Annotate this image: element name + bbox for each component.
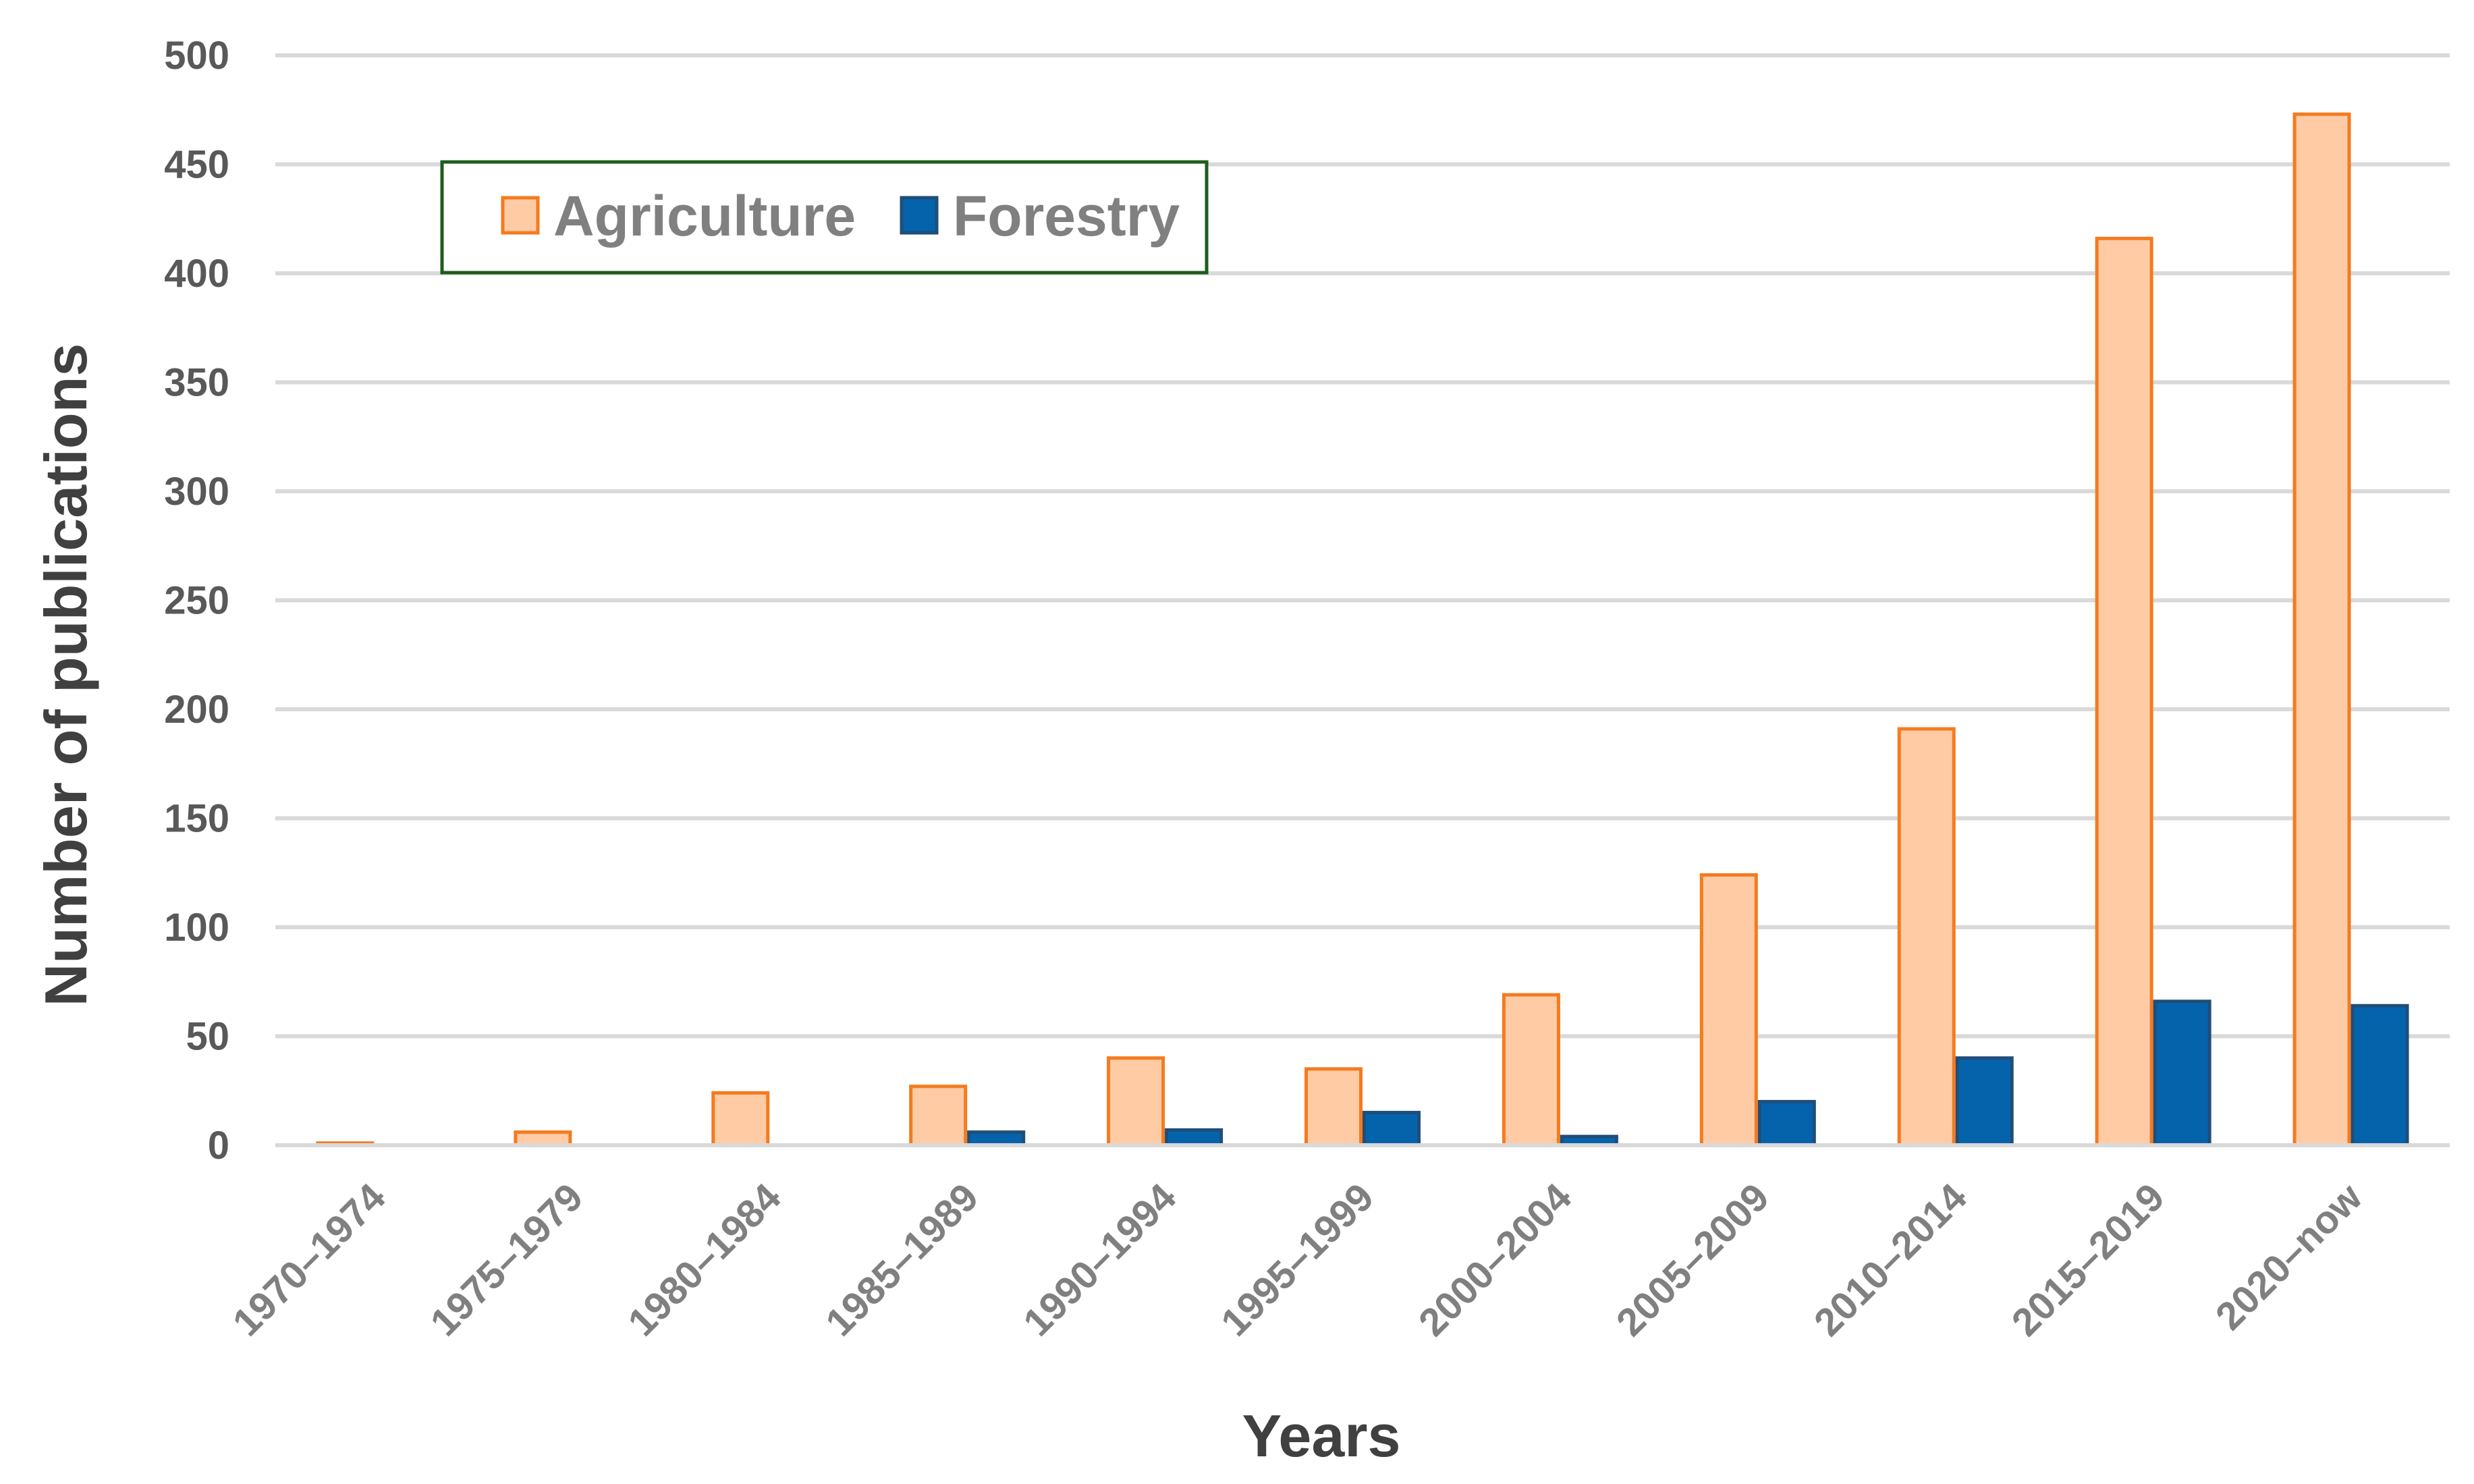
x-tick-label: 1975–1979 (422, 1175, 591, 1344)
y-tick-label: 150 (164, 797, 229, 841)
x-tick-label: 2020–now (2207, 1175, 2371, 1339)
y-tick-label: 350 (164, 361, 229, 405)
legend-label-forestry: Forestry (953, 184, 1180, 248)
y-tick-label: 450 (164, 143, 229, 187)
y-tick-label: 400 (164, 252, 229, 296)
legend-frame (440, 160, 1209, 275)
legend-swatch-forestry (900, 196, 939, 235)
x-tick-label: 2015–2019 (2004, 1175, 2173, 1344)
y-tick-label: 200 (164, 688, 229, 732)
x-axis-title: Years (1242, 1402, 1401, 1469)
y-tick-label: 100 (164, 906, 229, 950)
bar-agriculture-10 (2292, 112, 2351, 1147)
bar-agriculture-9 (2095, 236, 2153, 1147)
bar-forestry-5 (1363, 1111, 1421, 1147)
legend-label-agriculture: Agriculture (553, 184, 856, 248)
x-axis-ticks: 1970–1974 1975–1979 1980–1984 1985–1989 1990… (224, 1175, 2371, 1345)
y-tick-label: 0 (208, 1124, 229, 1167)
x-tick-label: 1995–1999 (1213, 1175, 1382, 1344)
legend-swatch-agriculture (501, 196, 540, 235)
x-tick-label: 1990–1994 (1015, 1175, 1184, 1344)
bar-agriculture-8 (1897, 727, 1956, 1147)
bar-forestry-4 (1165, 1128, 1224, 1147)
bar-agriculture-4 (1107, 1056, 1165, 1147)
x-tick-label: 1980–1984 (620, 1175, 789, 1344)
y-axis-title: Number of publications (32, 343, 99, 1007)
legend: Agriculture Forestry (440, 160, 1209, 275)
x-tick-label: 2000–2004 (1410, 1175, 1580, 1344)
bars (316, 112, 2409, 1147)
y-tick-label: 250 (164, 579, 229, 623)
y-axis-ticks: 0 50 100 150 200 250 300 350 400 450 500 (164, 34, 229, 1167)
bar-forestry-8 (1955, 1056, 2014, 1147)
x-tick-label: 1985–1989 (817, 1175, 987, 1344)
bar-forestry-10 (2351, 1004, 2409, 1147)
y-tick-label: 500 (164, 34, 229, 78)
bar-agriculture-5 (1304, 1067, 1363, 1147)
bar-agriculture-3 (909, 1084, 968, 1147)
bar-agriculture-2 (711, 1091, 770, 1147)
bar-forestry-9 (2153, 999, 2211, 1147)
x-tick-label: 2010–2014 (1806, 1175, 1975, 1344)
bar-agriculture-7 (1699, 873, 1758, 1147)
bar-forestry-7 (1757, 1099, 1816, 1147)
y-tick-label: 300 (164, 470, 229, 514)
y-tick-label: 50 (186, 1015, 229, 1059)
x-tick-label: 1970–1974 (224, 1175, 393, 1344)
x-tick-label: 2005–2009 (1608, 1175, 1778, 1344)
gridlines (275, 53, 2450, 1039)
bar-agriculture-6 (1502, 993, 1560, 1147)
